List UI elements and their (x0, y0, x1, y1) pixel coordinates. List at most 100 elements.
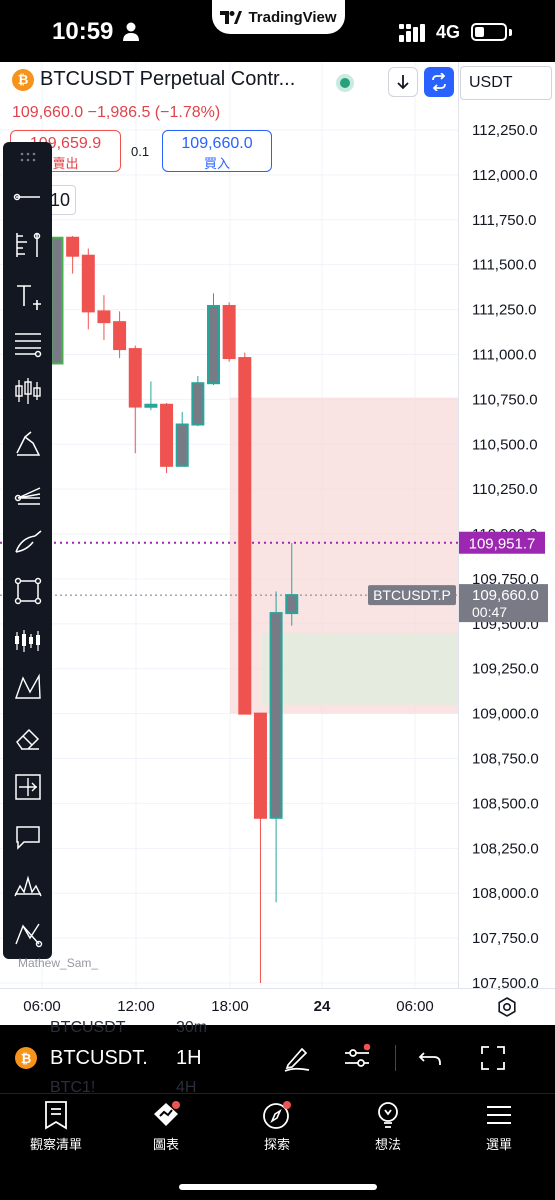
tab-chart[interactable]: 圖表 (126, 1100, 206, 1153)
alert-price-label: 109,951.7 (469, 536, 536, 553)
candle-body (113, 321, 127, 351)
last-price-tag (459, 584, 548, 623)
head-shoulders-tool[interactable] (11, 870, 45, 904)
candle-body (222, 304, 236, 360)
undo-icon[interactable] (416, 1043, 446, 1073)
candle-body (81, 254, 95, 313)
bitcoin-icon: ₿ (15, 1047, 37, 1069)
curve-tool[interactable] (11, 526, 45, 560)
tab-label: 選單 (485, 1137, 512, 1152)
alert-price-tag (459, 531, 545, 554)
y-tick-label: 111,750.0 (472, 212, 537, 229)
buy-button[interactable]: 109,660.0 買入 (162, 130, 272, 172)
bars-pattern-icon (15, 630, 40, 652)
drag-handle-icon[interactable] (20, 152, 36, 162)
signal-icon (399, 24, 425, 42)
curve-icon (15, 530, 42, 553)
explore-icon (263, 1101, 291, 1129)
brush-tool[interactable] (11, 427, 45, 461)
tab-label: 觀察清單 (29, 1137, 82, 1152)
parallel-channel-tool[interactable] (11, 326, 45, 360)
fullscreen-icon[interactable] (478, 1043, 508, 1073)
price-axis-border (458, 62, 459, 988)
time-axis-border (0, 988, 555, 989)
symbol-header[interactable]: ₿ BTCUSDT Perpetual Contr... (12, 68, 295, 91)
candle-body (175, 423, 189, 467)
sync-button[interactable] (424, 67, 454, 97)
measure-tool[interactable] (11, 770, 45, 804)
tradingview-logo-icon (220, 10, 243, 24)
xabcd-pattern-tool[interactable] (11, 670, 45, 704)
menu-icon (487, 1106, 511, 1124)
network-type: 4G (436, 22, 461, 42)
symbol-title[interactable]: BTCUSDT Perpetual Contr... (40, 68, 296, 90)
symbol-selector[interactable]: BTCUSDT. (50, 1047, 148, 1069)
buy-label: 買入 (203, 156, 230, 171)
ideas-icon (378, 1102, 398, 1128)
chart-icon (154, 1101, 180, 1126)
dynamic-island[interactable]: TradingView (212, 0, 345, 34)
candle-body (66, 236, 80, 257)
price-change-line: 109,660.0 −1,986.5 (−1.78%) (12, 104, 221, 121)
buy-price: 109,660.0 (181, 135, 253, 152)
text-tool[interactable] (11, 280, 45, 314)
draw-pen-icon[interactable] (282, 1043, 312, 1073)
spread-value: 0.1 (131, 144, 150, 159)
y-tick-label: 111,250.0 (472, 302, 537, 319)
watermark: Mathew_Sam_ (18, 956, 99, 970)
ghost-interval: 4H (176, 1079, 197, 1096)
candle-body (160, 403, 174, 467)
tab-explore[interactable]: 探索 (237, 1100, 317, 1153)
interval-selector[interactable]: 1H (176, 1047, 202, 1069)
abcd-pattern-tool[interactable] (11, 918, 45, 952)
price-chart[interactable]: 112,250.0 112,000.0 111,750.0 111,500.0 111,… (0, 0, 555, 1025)
projection-tool[interactable] (11, 476, 45, 510)
eraser-tool[interactable] (11, 722, 45, 756)
ghost-interval: 30m (176, 1019, 208, 1036)
head-shoulders-icon (14, 875, 42, 897)
download-button[interactable] (388, 67, 418, 97)
chart-settings-icon[interactable] (496, 996, 518, 1018)
rectangle-tool[interactable] (11, 574, 45, 608)
x-tick-label: 24 (313, 998, 331, 1015)
drawing-toolbar (3, 142, 52, 959)
island-app-name: TradingView (248, 8, 337, 26)
tab-ideas[interactable]: 想法 (348, 1100, 428, 1153)
currency-selector[interactable]: USDT (460, 66, 552, 100)
callout-tool[interactable] (11, 820, 45, 854)
tab-label: 想法 (374, 1137, 401, 1152)
ghost-symbol: BTC1! (50, 1079, 96, 1096)
y-tick-label: 112,000.0 (472, 167, 538, 184)
candle-body (238, 357, 252, 715)
bitcoin-icon: ₿ (12, 68, 34, 91)
candle-body (128, 348, 142, 408)
bars-pattern-tool[interactable] (11, 624, 45, 658)
watchlist-icon (45, 1101, 67, 1130)
y-tick-label: 107,750.0 (472, 930, 539, 947)
tab-bar (0, 1093, 555, 1200)
y-tick-label: 109,000.0 (472, 706, 539, 723)
candle-body (253, 712, 267, 819)
y-tick-label: 108,250.0 (472, 840, 539, 857)
tab-watchlist[interactable]: 觀察清單 (16, 1100, 96, 1153)
measure-icon (15, 774, 41, 800)
y-tick-label: 110,750.0 (472, 391, 538, 408)
indicators-icon[interactable] (342, 1043, 372, 1073)
trend-line-tool[interactable] (11, 180, 45, 214)
xabcd-icon (15, 673, 41, 699)
fib-tool[interactable] (11, 228, 45, 262)
status-bar: 10:59 TradingView 4G (0, 0, 555, 62)
y-tick-label: 108,750.0 (472, 751, 539, 768)
y-tick-label: 110,250.0 (472, 481, 538, 498)
toolbar-separator (395, 1045, 396, 1071)
y-tick-label: 107,500.0 (472, 975, 539, 992)
person-icon (123, 22, 139, 41)
sell-label: 賣出 (52, 156, 79, 171)
y-tick-label: 108,000.0 (472, 885, 539, 902)
battery-icon (471, 23, 507, 41)
rectangle-icon (14, 577, 42, 605)
candle-body (207, 304, 220, 385)
pattern-tool[interactable] (11, 374, 45, 408)
tab-menu[interactable]: 選單 (459, 1100, 539, 1153)
